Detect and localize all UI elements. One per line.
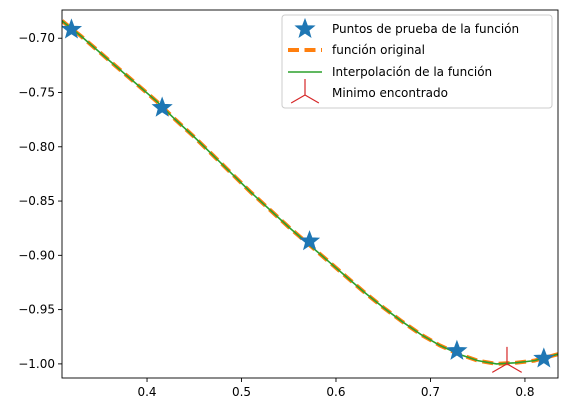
- test-point-star-marker: [62, 18, 83, 39]
- legend-label-puntos: Puntos de prueba de la función: [332, 22, 519, 36]
- test-point-star-marker: [533, 347, 555, 368]
- plot-area: [62, 18, 558, 373]
- axes-frame: [61, 9, 559, 379]
- legend-label-funcion-original: función original: [332, 43, 425, 57]
- x-tick-label: 0.7: [421, 385, 440, 399]
- legend-markers: [288, 17, 322, 104]
- test-point-star-marker: [151, 96, 173, 117]
- legend-label-minimo: Minimo encontrado: [332, 86, 448, 100]
- legend-label-interpolacion: Interpolación de la función: [332, 65, 492, 79]
- legend-box: [281, 14, 553, 109]
- x-tick-label: 0.4: [137, 385, 156, 399]
- legend: Puntos de prueba de la función función o…: [281, 14, 553, 109]
- y-tick-label: −0.95: [18, 303, 55, 317]
- y-tick-label: −1.00: [18, 357, 55, 371]
- minimum-marker: [491, 346, 523, 373]
- test-point-star-marker: [446, 339, 468, 360]
- test-point-star-marker: [298, 230, 321, 251]
- y-tick-label: −0.85: [18, 194, 55, 208]
- y-tick-label: −0.90: [18, 248, 55, 262]
- x-tick-label: 0.8: [515, 385, 534, 399]
- x-tick-label: 0.5: [232, 385, 251, 399]
- axes: 0.4 0.5 0.6 0.7 0.8 −0.70 −0.75 −0.80 −0.85 −0.90…: [18, 31, 534, 399]
- y-tick-label: −0.70: [18, 31, 55, 45]
- plot-content: [62, 18, 558, 373]
- y-tick-label: −0.75: [18, 86, 55, 100]
- legend-tri-marker-icon: [290, 79, 320, 104]
- x-tick-label: 0.6: [326, 385, 345, 399]
- y-tick-label: −0.80: [18, 140, 55, 154]
- legend-star-icon: [294, 17, 316, 39]
